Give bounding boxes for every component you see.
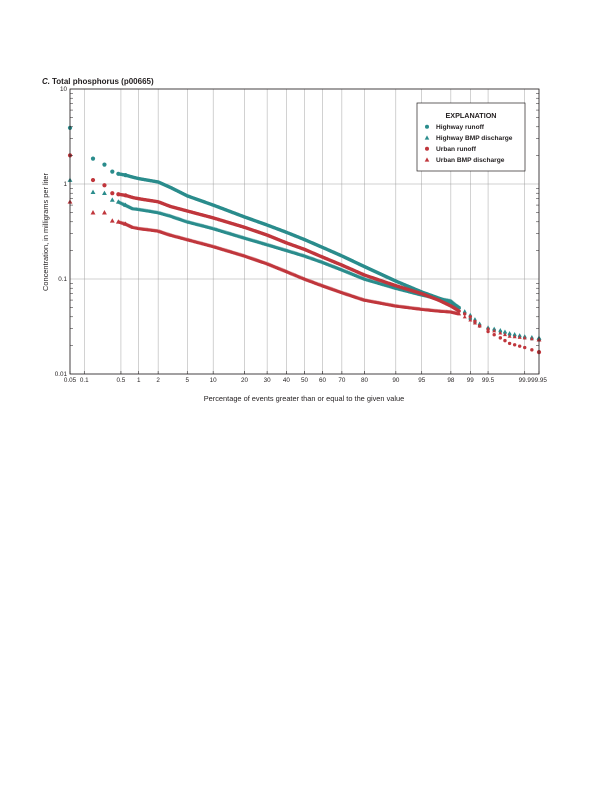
data-point [498, 336, 503, 340]
x-tick-label: 60 [319, 377, 327, 384]
legend-marker [425, 124, 429, 129]
data-points [67, 125, 542, 355]
panel-title: C. Total phosphorus (p00665) [42, 77, 154, 86]
data-point [462, 309, 467, 313]
x-tick-label: 20 [241, 377, 249, 384]
panel-title-text: Total phosphorus (p00665) [52, 77, 154, 86]
x-tick-label: 0.05 [64, 377, 77, 384]
data-point [110, 169, 115, 174]
data-point [503, 329, 507, 334]
data-point [517, 344, 522, 348]
y-tick-label: 10 [60, 86, 68, 93]
legend-box [416, 102, 526, 172]
legend-title: EXPLANATION [446, 111, 497, 120]
legend-marker [424, 157, 430, 162]
data-point [498, 328, 503, 332]
data-point [512, 343, 517, 347]
series-urban-runoff [67, 153, 542, 355]
x-tick-label: 99 [467, 377, 475, 384]
legend-marker [424, 135, 430, 140]
data-point [102, 183, 107, 188]
data-point [477, 321, 482, 326]
x-axis-ticks: 0.05 0.1 0.5 1 2 5 10 20 30 40 50 60 70 80 90 95 98 99 99.… [64, 371, 547, 384]
data-point [90, 210, 96, 215]
legend-items: Highway runoff Highway BMP discharge Urban… [424, 124, 513, 164]
series-highway-runoff [67, 125, 542, 342]
x-tick-label: 30 [264, 377, 272, 384]
x-tick-label: 5 [186, 377, 190, 384]
data-point [517, 335, 522, 339]
legend-marker [425, 146, 429, 151]
data-point [463, 312, 467, 316]
x-tick-label: 40 [283, 377, 291, 384]
data-point [503, 338, 507, 343]
x-tick-label: 98 [447, 377, 455, 384]
data-point [512, 332, 517, 336]
data-point [468, 317, 473, 322]
x-tick-label: 50 [301, 377, 309, 384]
data-point [492, 328, 497, 333]
data-point [498, 330, 503, 335]
legend: EXPLANATION Highway runoff Highway BMP di… [416, 102, 526, 172]
legend-label: Urban runoff [436, 146, 477, 153]
legend-label: Highway runoff [436, 124, 485, 131]
data-point [523, 345, 527, 350]
data-point [492, 326, 497, 331]
x-axis-label: Percentage of events greater than or equ… [204, 394, 405, 403]
x-tick-label: 80 [361, 377, 369, 384]
data-point [529, 336, 534, 341]
data-point [90, 189, 96, 195]
data-point [109, 197, 115, 202]
x-tick-label: 1 [137, 377, 141, 384]
data-point [102, 190, 107, 196]
data-point [472, 317, 477, 321]
data-point [507, 334, 512, 338]
data-point [512, 334, 517, 339]
x-tick-label: 99.5 [482, 377, 495, 384]
data-point [477, 323, 482, 328]
x-tick-label: 0.5 [117, 377, 126, 384]
x-tick-label: 90 [392, 377, 400, 384]
data-point [110, 191, 115, 196]
y-tick-label: 1 [63, 181, 67, 188]
y-axis-label: Concentration, in milligrams per liter [41, 173, 50, 291]
y-axis-ticks: 0.01 0.1 1 10 [55, 86, 539, 378]
data-point [472, 320, 477, 325]
series-urban-bmp-discharge [67, 199, 542, 342]
data-point [507, 330, 512, 335]
data-point [507, 341, 512, 346]
data-point [486, 329, 490, 334]
data-point [522, 335, 527, 340]
x-tick-label: 0.1 [80, 377, 89, 384]
data-point [468, 312, 473, 317]
x-tick-label: 95 [418, 377, 426, 384]
x-tick-label: 2 [156, 377, 160, 384]
data-point [457, 311, 462, 316]
y-tick-label: 0.1 [58, 276, 67, 283]
panel-title-letter: C. [42, 77, 50, 86]
data-point [530, 348, 534, 352]
x-tick-label: 99.9 [519, 377, 532, 384]
data-point [90, 177, 96, 183]
data-point [517, 333, 522, 337]
data-point [457, 305, 462, 310]
y-tick-label: 0.01 [55, 371, 68, 378]
data-point [462, 314, 467, 319]
data-point [492, 332, 496, 337]
data-point [102, 210, 107, 215]
series-highway-bmp-discharge [67, 177, 542, 340]
x-tick-label: 70 [338, 377, 346, 384]
x-tick-label: 99.95 [531, 377, 547, 384]
data-point [468, 315, 472, 319]
data-point [90, 156, 96, 161]
legend-label: Urban BMP discharge [436, 157, 505, 164]
data-point [109, 218, 115, 223]
data-point [486, 326, 491, 331]
legend-label: Highway BMP discharge [436, 135, 513, 142]
data-point [102, 162, 107, 167]
x-tick-label: 10 [210, 377, 218, 384]
data-point [503, 332, 507, 337]
